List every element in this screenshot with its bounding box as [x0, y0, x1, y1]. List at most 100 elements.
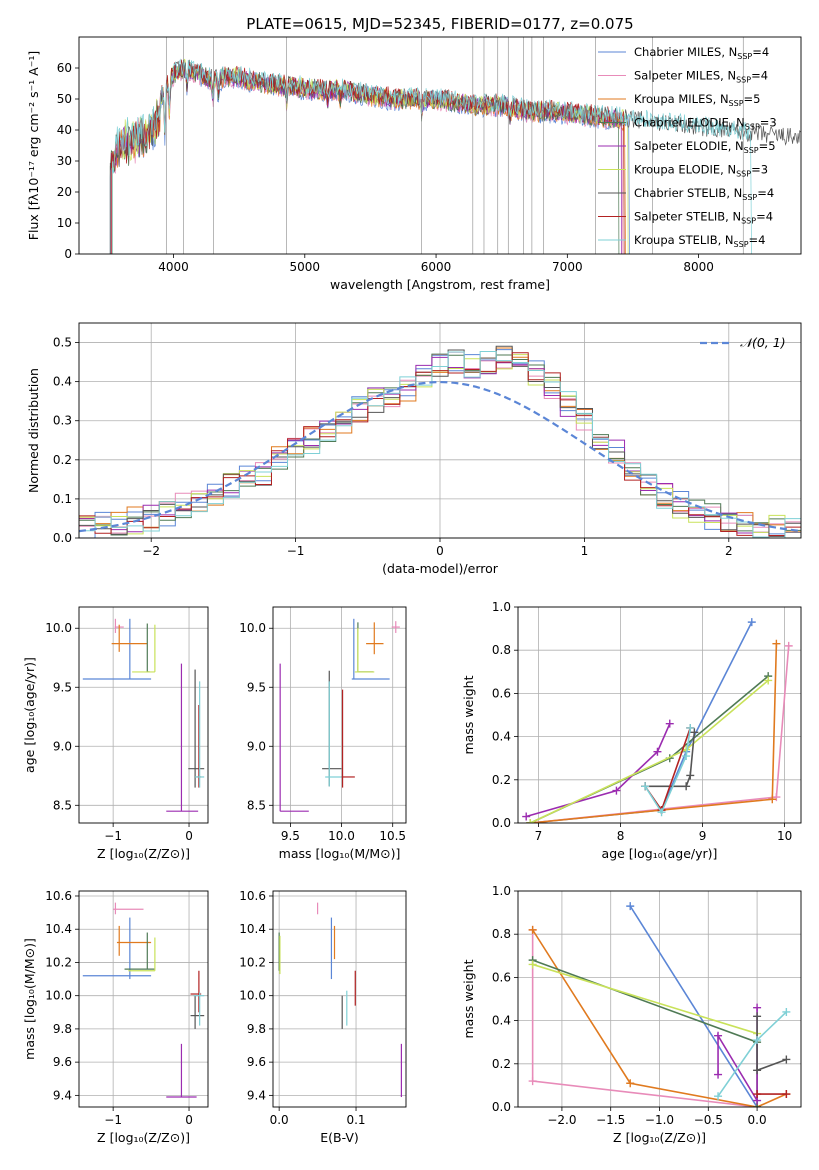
legend-label-subscript: SSP — [736, 76, 751, 85]
weight-marker — [764, 676, 773, 685]
errorbar-point — [325, 681, 342, 787]
spectrum-lines — [109, 37, 801, 254]
legend-label-suffix: =4 — [749, 233, 766, 247]
weight-marker — [768, 795, 777, 804]
x-axis-label: mass [log₁₀(M/M⊙)] — [279, 846, 401, 861]
axes-frame — [78, 322, 802, 539]
errorbar-point — [354, 628, 375, 673]
y-tick-label: 10.6 — [239, 889, 266, 903]
x-tick-label: −1 — [287, 544, 305, 558]
histogram-series — [79, 345, 801, 538]
age_vs_Z-points — [82, 618, 205, 812]
weight-marker — [682, 752, 691, 761]
weight-marker — [753, 1090, 762, 1099]
x-tick-label: 1 — [581, 544, 589, 558]
errorbar-point — [166, 663, 199, 812]
x-tick-label: 5000 — [290, 260, 321, 274]
spectrum-series-line — [111, 58, 752, 254]
y-axis-label: mass [log₁₀(M/M⊙)] — [22, 938, 37, 1060]
legend-label-suffix: =5 — [759, 139, 776, 153]
x-tick-label: −1 — [104, 1113, 122, 1127]
errorbar-point — [116, 925, 152, 956]
x-tick-label: −2.0 — [547, 1113, 576, 1127]
y-tick-label: 50 — [57, 92, 72, 106]
axes-frame — [78, 606, 209, 824]
x-tick-label: 10 — [777, 829, 792, 843]
legend-label-subscript: SSP — [734, 240, 749, 249]
errorbar-point — [195, 681, 205, 788]
y-tick-label: 9.4 — [247, 1088, 266, 1102]
errorbar-point — [391, 621, 400, 633]
legend-label: Chabrier ELODIE, NSSP=3 — [634, 116, 777, 132]
errorbar-point — [193, 992, 205, 1026]
histogram-steps — [79, 345, 801, 538]
weight-marker — [753, 1012, 762, 1021]
errorbar-point — [341, 689, 355, 788]
weight-series-line — [531, 929, 758, 1107]
mass_vs_Z-points — [82, 902, 205, 1098]
y-tick-label: 10.2 — [239, 955, 266, 969]
errorbar-point — [322, 670, 342, 787]
y-tick-label: 0.4 — [492, 1014, 511, 1028]
weight-marker — [714, 1092, 723, 1101]
y-tick-label: 0.0 — [492, 816, 511, 830]
y-tick-label: 0.4 — [492, 730, 511, 744]
y-tick-label: 0.2 — [492, 773, 511, 787]
x-tick-label: 8 — [617, 829, 625, 843]
weight-marker — [784, 641, 793, 650]
y-tick-label: 0.2 — [53, 453, 72, 467]
weight-marker — [528, 1077, 537, 1086]
x-tick-label: 9.5 — [281, 829, 300, 843]
age_vs_mass-panel: 9.5 10.0 10.5 8.5 9.0 9.5 10.0 mass [log₁₀(M/M⊙… — [239, 606, 407, 861]
x-tick-label: −0.5 — [694, 1113, 723, 1127]
y-tick-label: 40 — [57, 123, 72, 137]
legend-label-subscript: SSP — [736, 170, 751, 179]
weight-marker — [528, 960, 537, 969]
weight-series-line — [645, 732, 696, 788]
weight-marker — [714, 1031, 723, 1040]
spectrum-series-line — [111, 58, 629, 254]
y-tick-label: 0.5 — [53, 336, 72, 350]
y-tick-label: 9.0 — [53, 739, 72, 753]
y-tick-label: 60 — [57, 61, 72, 75]
legend-label-subscript: SSP — [742, 193, 757, 202]
y-tick-label: 9.6 — [53, 1055, 72, 1069]
x-tick-label: −1.5 — [596, 1113, 625, 1127]
weight-series-line — [525, 723, 671, 818]
axes-frame — [517, 606, 802, 824]
x-axis-label: Z [log₁₀(Z/Z⊙)] — [97, 846, 190, 861]
weight-marker — [782, 1055, 791, 1064]
histogram-series — [79, 352, 801, 538]
legend-label-subscript: SSP — [737, 52, 752, 61]
y-tick-label: 0.6 — [492, 970, 511, 984]
y-tick-label: 10 — [57, 216, 72, 230]
y-tick-label: 0.0 — [53, 531, 72, 545]
y-axis-label: Normed distribution — [26, 368, 41, 493]
spectrum-series-line — [109, 59, 801, 254]
age_vs_Z-panel: −1 0 8.5 9.0 9.5 10.0 Z [log₁₀(Z/Z⊙)] age [log₁… — [22, 606, 209, 861]
age_vs_mass-points — [279, 618, 400, 812]
errorbar-point — [146, 623, 150, 673]
weight-marker — [753, 1066, 762, 1075]
weight-marker — [686, 771, 695, 780]
legend-label: Chabrier MILES, NSSP=4 — [634, 45, 769, 61]
y-tick-label: 0.8 — [492, 927, 511, 941]
errorbar-point — [357, 622, 374, 673]
weight-marker — [772, 793, 781, 802]
legend-label: Salpeter STELIB, NSSP=4 — [634, 210, 773, 226]
legend-label: Salpeter MILES, NSSP=4 — [634, 69, 768, 85]
errorbar-point — [128, 937, 156, 972]
weight-marker — [782, 1090, 791, 1099]
x-tick-label: −1 — [104, 829, 122, 843]
legend-label: 𝒩(0, 1) — [740, 335, 786, 350]
legend-label-suffix: =3 — [751, 163, 768, 177]
axes-frame — [272, 890, 407, 1108]
x-axis-label: E(B-V) — [320, 1130, 359, 1145]
weight-marker — [665, 719, 674, 728]
y-tick-label: 0.6 — [492, 686, 511, 700]
y-tick-label: 9.4 — [53, 1088, 72, 1102]
y-tick-label: 10.0 — [45, 989, 72, 1003]
x-tick-label: 0.0 — [270, 1113, 289, 1127]
errorbar-point — [82, 618, 152, 680]
